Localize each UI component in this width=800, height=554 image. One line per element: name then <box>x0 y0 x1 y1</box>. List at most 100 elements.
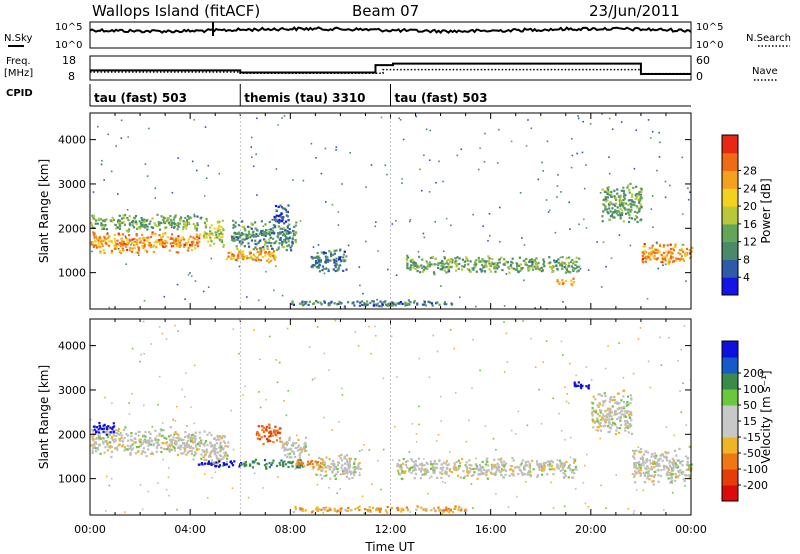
speckle-pixel <box>575 374 577 377</box>
power-pixel <box>209 233 212 236</box>
velocity-pixel <box>229 460 232 463</box>
power-pixel <box>342 253 345 256</box>
velocity-pixel <box>176 453 180 457</box>
velocity-pixel <box>292 451 295 454</box>
power-pixel <box>156 224 159 227</box>
velocity-pixel <box>269 430 272 433</box>
velocity-pixel <box>92 429 95 432</box>
velocity-pixel <box>604 424 607 427</box>
power-pixel <box>667 263 670 266</box>
power-pixel <box>572 277 575 280</box>
power-pixel <box>282 233 285 236</box>
power-y-axis-label: Slant Range [km] <box>37 159 51 263</box>
velocity-pixel <box>357 462 360 465</box>
velocity-pixel <box>474 463 477 466</box>
power-pixel <box>381 302 384 305</box>
speckle-pixel <box>445 217 448 220</box>
velocity-pixel <box>386 505 389 509</box>
velocity-pixel <box>267 439 270 442</box>
velocity-pixel <box>350 471 353 474</box>
power-pixel <box>412 266 415 269</box>
velocity-pixel <box>674 479 677 482</box>
velocity-pixel <box>194 445 197 448</box>
power-pixel <box>254 239 257 242</box>
power-pixel <box>493 263 496 266</box>
power-pixel <box>472 268 475 271</box>
velocity-pixel <box>271 434 274 437</box>
power-pixel <box>221 227 224 231</box>
velocity-pixel <box>111 428 114 431</box>
speckle-pixel <box>435 181 437 184</box>
speckle-pixel <box>681 255 683 257</box>
speckle-pixel <box>181 388 183 391</box>
velocity-pixel <box>163 436 166 439</box>
power-pixel <box>312 302 315 306</box>
velocity-pixel <box>614 433 617 436</box>
power-pixel <box>235 236 238 239</box>
power-pixel <box>259 247 262 250</box>
velocity-pixel <box>652 479 655 483</box>
power-pixel <box>203 231 206 234</box>
speckle-pixel <box>250 136 253 139</box>
velocity-pixel <box>156 442 160 445</box>
power-pixel <box>96 237 99 240</box>
velocity-colorbar-tick-label: 50 <box>743 399 757 412</box>
velocity-pixel <box>174 440 177 443</box>
power-pixel <box>607 212 610 215</box>
velocity-pixel <box>597 429 600 432</box>
power-pixel <box>123 243 126 246</box>
velocity-pixel <box>106 430 109 433</box>
power-pixel <box>95 246 99 249</box>
power-pixel <box>281 245 284 248</box>
power-pixel <box>278 218 281 221</box>
velocity-pixel <box>206 444 209 447</box>
power-pixel <box>639 199 642 202</box>
power-pixel <box>323 251 326 254</box>
power-pixel <box>283 240 286 243</box>
velocity-pixel <box>151 452 154 456</box>
velocity-pixel <box>251 460 254 463</box>
speckle-pixel <box>444 482 447 484</box>
power-pixel <box>342 269 345 272</box>
power-pixel <box>572 262 575 265</box>
power-pixel <box>149 220 152 223</box>
power-pixel <box>193 237 197 240</box>
power-pixel <box>410 264 413 267</box>
power-pixel <box>183 243 186 246</box>
velocity-pixel <box>159 428 162 431</box>
velocity-pixel <box>414 464 417 467</box>
power-pixel <box>162 216 165 219</box>
speckle-pixel <box>315 473 317 476</box>
velocity-pixel <box>683 479 686 482</box>
velocity-pixel <box>318 456 321 459</box>
velocity-pixel <box>120 434 123 437</box>
velocity-pixel <box>133 441 136 444</box>
velocity-pixel <box>495 471 498 474</box>
power-colorbar-tick-label: 8 <box>743 253 750 266</box>
velocity-pixel <box>167 435 171 438</box>
velocity-pixel <box>194 431 197 434</box>
velocity-pixel <box>681 460 684 463</box>
power-pixel <box>138 241 141 244</box>
velocity-pixel <box>272 459 275 462</box>
power-pixel <box>267 258 270 261</box>
power-pixel <box>466 268 469 271</box>
velocity-pixel <box>440 509 443 512</box>
speckle-pixel <box>394 425 396 428</box>
power-pixel <box>627 211 630 214</box>
speckle-pixel <box>139 484 142 486</box>
speckle-pixel <box>596 241 598 243</box>
velocity-pixel <box>654 457 657 460</box>
velocity-pixel <box>525 464 529 467</box>
velocity-pixel <box>490 465 494 469</box>
speckle-pixel <box>442 180 444 183</box>
speckle-pixel <box>193 119 195 121</box>
velocity-pixel <box>278 427 281 430</box>
velocity-pixel <box>172 436 175 439</box>
power-pixel <box>203 236 206 239</box>
velocity-pixel <box>302 509 305 512</box>
power-pixel <box>641 251 644 254</box>
velocity-pixel <box>304 445 307 448</box>
speckle-pixel <box>521 237 523 239</box>
power-pixel <box>135 241 138 244</box>
